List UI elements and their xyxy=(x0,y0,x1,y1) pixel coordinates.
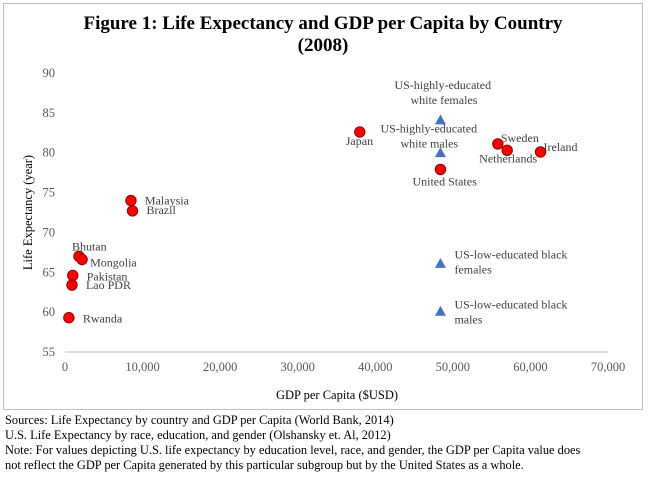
subgroup-label: US-highly-educated xyxy=(394,78,491,92)
source-note-1: Sources: Life Expectancy by country and … xyxy=(5,413,394,427)
country-point xyxy=(534,146,547,158)
country-label: Brazil xyxy=(146,203,176,217)
note-line-1: Note: For values depicting U.S. life exp… xyxy=(5,443,581,457)
y-tick-label: 55 xyxy=(43,345,56,359)
subgroup-label: males xyxy=(454,312,482,326)
chart-notes: Sources: Life Expectancy by country and … xyxy=(5,413,645,473)
country-label: Malaysia xyxy=(145,194,190,208)
x-tick-label: 0 xyxy=(62,360,68,374)
x-tick-label: 40,000 xyxy=(358,360,392,374)
country-point xyxy=(492,138,504,150)
x-tick-label: 10,000 xyxy=(125,360,159,374)
x-tick-label: 50,000 xyxy=(436,360,470,374)
subgroup-point xyxy=(434,258,446,268)
country-point xyxy=(354,126,366,138)
x-tick-label: 20,000 xyxy=(203,360,237,374)
scatter-chart: Figure 1: Life Expectancy and GDP per Ca… xyxy=(21,13,625,402)
country-point xyxy=(63,312,75,324)
subgroup-label: white males xyxy=(400,137,458,151)
country-label: Netherlands xyxy=(479,151,537,165)
country-point xyxy=(125,194,137,207)
country-label: United States xyxy=(412,174,477,188)
y-tick-label: 70 xyxy=(43,225,56,239)
country-label: Rwanda xyxy=(83,312,123,326)
y-tick-label: 65 xyxy=(43,265,56,279)
subgroup-label: US-low-educated black xyxy=(454,297,567,311)
country-point xyxy=(434,163,447,176)
country-label: Ireland xyxy=(544,140,578,154)
y-tick-label: 80 xyxy=(43,146,56,160)
y-tick-label: 90 xyxy=(43,66,56,80)
subgroup-point xyxy=(434,147,446,158)
x-tick-label: 30,000 xyxy=(281,360,315,374)
subgroup-point xyxy=(434,114,446,125)
y-axis-title: Life Expectancy (year) xyxy=(21,155,35,270)
x-axis-title: GDP per Capita ($USD) xyxy=(276,388,398,402)
chart-title-line-1: Figure 1: Life Expectancy and GDP per Ca… xyxy=(83,13,563,34)
subgroup-label: US-highly-educated xyxy=(380,122,477,136)
note-line-2: not reflect the GDP per Capita generated… xyxy=(5,458,524,472)
country-point xyxy=(126,205,139,217)
country-label: Pakistan xyxy=(87,269,128,283)
chart-title-line-2: (2008) xyxy=(298,35,349,56)
y-tick-label: 75 xyxy=(43,186,56,200)
subgroup-label: US-low-educated black xyxy=(454,248,567,262)
subgroup-label: white females xyxy=(410,93,477,107)
chart-frame: Figure 1: Life Expectancy and GDP per Ca… xyxy=(3,3,643,410)
country-label: Mongolia xyxy=(90,256,137,270)
subgroup-label: females xyxy=(454,263,492,277)
subgroup-point xyxy=(434,305,446,316)
y-tick-label: 85 xyxy=(43,106,56,120)
x-tick-label: 70,000 xyxy=(591,360,625,374)
country-label: Lao PDR xyxy=(86,278,131,292)
country-label: Sweden xyxy=(501,131,539,145)
country-point xyxy=(66,279,78,291)
source-note-2: U.S. Life Expectancy by race, education,… xyxy=(5,428,391,442)
country-label: Japan xyxy=(346,134,373,148)
country-point xyxy=(67,269,79,282)
y-tick-label: 60 xyxy=(43,305,56,319)
country-point xyxy=(501,144,513,157)
country-label: Bhutan xyxy=(72,239,107,253)
country-point xyxy=(76,253,88,266)
x-tick-label: 60,000 xyxy=(513,360,547,374)
